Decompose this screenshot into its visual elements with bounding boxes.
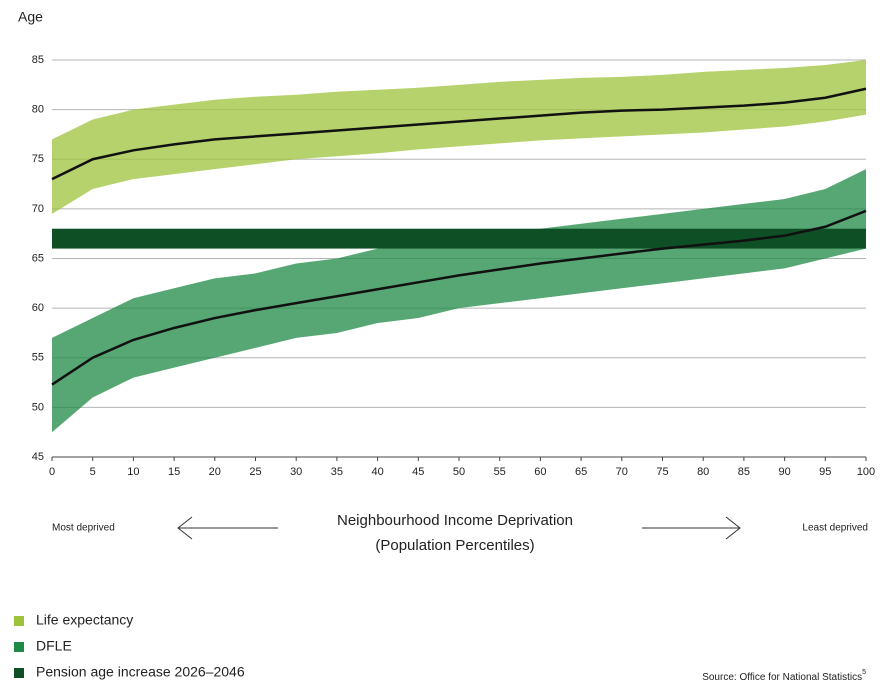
x-tick-label: 75 xyxy=(656,466,668,478)
annotation: Least deprived xyxy=(802,523,868,534)
x-tick-label: 80 xyxy=(697,466,709,478)
legend-swatch xyxy=(14,668,24,678)
y-tick-label: 70 xyxy=(32,203,44,215)
x-tick-label: 15 xyxy=(168,466,180,478)
trend-line xyxy=(51,87,867,181)
x-tick-label: 65 xyxy=(575,466,587,478)
x-tick-label: 90 xyxy=(778,466,790,478)
x-tick-label: 10 xyxy=(127,466,139,478)
x-tick-label: 50 xyxy=(453,466,465,478)
right-arrow xyxy=(642,516,741,540)
y-tick-label: 60 xyxy=(32,302,44,314)
x-tick-label: 30 xyxy=(290,466,302,478)
source-note: 5 xyxy=(862,669,866,676)
x-tick-label: 25 xyxy=(249,466,261,478)
x-tick-label: 35 xyxy=(331,466,343,478)
legend-swatch xyxy=(14,642,24,652)
pension-band xyxy=(52,228,866,249)
arrows xyxy=(177,516,741,540)
annotation: Neighbourhood Income Deprivation xyxy=(337,512,573,529)
legend-label: Life expectancy xyxy=(36,612,133,628)
y-tick-label: 75 xyxy=(32,153,44,165)
x-tick-label: 20 xyxy=(209,466,221,478)
annotation: Most deprived xyxy=(52,523,115,534)
y-tick-label: 55 xyxy=(32,352,44,364)
annotation: (Population Percentiles) xyxy=(375,537,534,554)
legend-swatch xyxy=(14,616,24,626)
y-axis-label: Age xyxy=(18,9,43,25)
y-tick-label: 65 xyxy=(32,252,44,264)
source-text: Source: Office for National Statistics xyxy=(702,672,862,683)
legend-label: Pension age increase 2026–2046 xyxy=(36,664,245,680)
source: Source: Office for National Statistics5 xyxy=(702,669,866,683)
spread-area xyxy=(52,60,866,214)
legend-label: DFLE xyxy=(36,638,72,654)
x-tick-label: 55 xyxy=(494,466,506,478)
x-tick-label: 40 xyxy=(371,466,383,478)
x-tick-label: 60 xyxy=(534,466,546,478)
x-tick-label: 95 xyxy=(819,466,831,478)
x-tick-label: 0 xyxy=(49,466,55,478)
x-tick-label: 5 xyxy=(90,466,96,478)
y-tick-label: 85 xyxy=(32,54,44,66)
left-arrow xyxy=(177,516,278,540)
y-tick-label: 80 xyxy=(32,104,44,116)
x-tick-label: 45 xyxy=(412,466,424,478)
y-tick-label: 50 xyxy=(32,401,44,413)
x-tick-label: 70 xyxy=(616,466,628,478)
trend-line xyxy=(51,209,867,386)
x-tick-label: 85 xyxy=(738,466,750,478)
x-tick-label: 100 xyxy=(857,466,875,478)
y-tick-label: 45 xyxy=(32,451,44,463)
